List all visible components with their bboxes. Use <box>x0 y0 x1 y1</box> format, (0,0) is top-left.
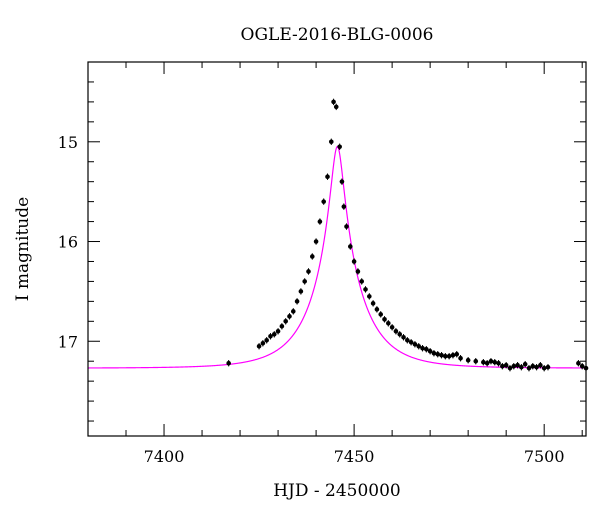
data-point <box>268 333 273 340</box>
data-point <box>522 360 528 368</box>
data-point <box>492 358 498 366</box>
data-point <box>538 361 543 369</box>
x-tick-label: 7500 <box>524 447 565 466</box>
data-point <box>386 320 391 327</box>
data-point <box>374 306 380 313</box>
data-point <box>341 203 347 210</box>
data-point <box>439 352 444 359</box>
data-point <box>401 334 406 341</box>
data-point <box>420 345 425 352</box>
data-point <box>427 348 433 355</box>
y-tick-label: 16 <box>58 233 78 252</box>
data-point <box>530 362 536 370</box>
x-tick-label: 7450 <box>334 447 375 466</box>
data-point <box>298 288 304 295</box>
data-point <box>450 352 456 359</box>
data-point <box>454 351 460 358</box>
data-point <box>488 358 494 365</box>
data-point <box>424 346 429 353</box>
data-point <box>473 358 479 365</box>
data-point <box>378 311 384 318</box>
data-point <box>331 98 336 106</box>
data-point <box>370 300 376 307</box>
data-point <box>287 313 292 320</box>
data-point <box>545 363 551 371</box>
data-point <box>302 278 307 285</box>
data-point <box>412 341 418 348</box>
data-point <box>344 223 349 230</box>
x-axis-label: HJD - 2450000 <box>273 481 401 501</box>
data-point <box>443 353 448 360</box>
chart-title: OGLE-2016-BLG-0006 <box>241 25 434 45</box>
data-point <box>290 308 296 315</box>
plot-frame <box>87 61 587 437</box>
data-point <box>333 103 339 111</box>
data-point <box>534 363 539 371</box>
data-point <box>435 351 441 358</box>
data-point <box>458 355 463 362</box>
data-point <box>226 359 231 367</box>
data-point <box>348 243 353 250</box>
data-point <box>294 298 300 305</box>
data-point <box>256 343 262 350</box>
data-point <box>541 364 547 372</box>
data-point <box>351 258 357 265</box>
y-tick-label: 15 <box>58 133 78 152</box>
data-point <box>264 337 269 344</box>
data-point <box>359 278 365 285</box>
data-point <box>446 353 452 360</box>
data-point <box>503 361 509 369</box>
data-point <box>339 178 345 185</box>
data-point <box>481 358 486 366</box>
y-tick-label: 17 <box>58 332 78 351</box>
data-point <box>321 198 326 205</box>
data-point <box>431 350 437 357</box>
data-point <box>325 173 330 180</box>
data-point <box>397 331 403 338</box>
axis-tick-labels: 7400 7450 7500 15 16 17 <box>58 133 565 466</box>
data-point <box>328 138 334 145</box>
axis-ticks <box>87 61 586 436</box>
data-point <box>519 363 524 371</box>
data-point <box>260 340 266 347</box>
data-point <box>363 286 368 293</box>
data-point <box>416 343 422 350</box>
data-point <box>367 293 372 300</box>
data-point <box>408 339 414 346</box>
data-point <box>275 328 281 335</box>
data-point <box>279 323 285 330</box>
model-curve <box>88 145 586 369</box>
data-point <box>576 359 581 367</box>
data-point <box>389 324 395 331</box>
data-point <box>271 331 277 338</box>
data-point <box>526 364 532 372</box>
model-curve-layer <box>88 145 586 369</box>
data-point <box>306 268 311 275</box>
data-point <box>465 357 471 364</box>
data-point <box>313 238 319 245</box>
data-points-layer <box>226 98 589 372</box>
data-point <box>496 359 501 367</box>
data-point <box>393 328 399 335</box>
data-point <box>382 316 387 323</box>
data-point <box>507 364 513 372</box>
data-point <box>317 218 323 225</box>
data-point <box>579 362 585 370</box>
data-point <box>515 361 520 369</box>
x-tick-label: 7400 <box>144 447 185 466</box>
data-point <box>355 268 361 275</box>
data-point <box>309 253 315 260</box>
y-axis-label: I magnitude <box>13 197 33 301</box>
data-point <box>500 362 505 370</box>
data-point <box>484 359 490 367</box>
data-point <box>283 318 288 325</box>
data-point <box>511 362 517 370</box>
data-point <box>337 143 342 150</box>
data-point <box>405 337 410 344</box>
